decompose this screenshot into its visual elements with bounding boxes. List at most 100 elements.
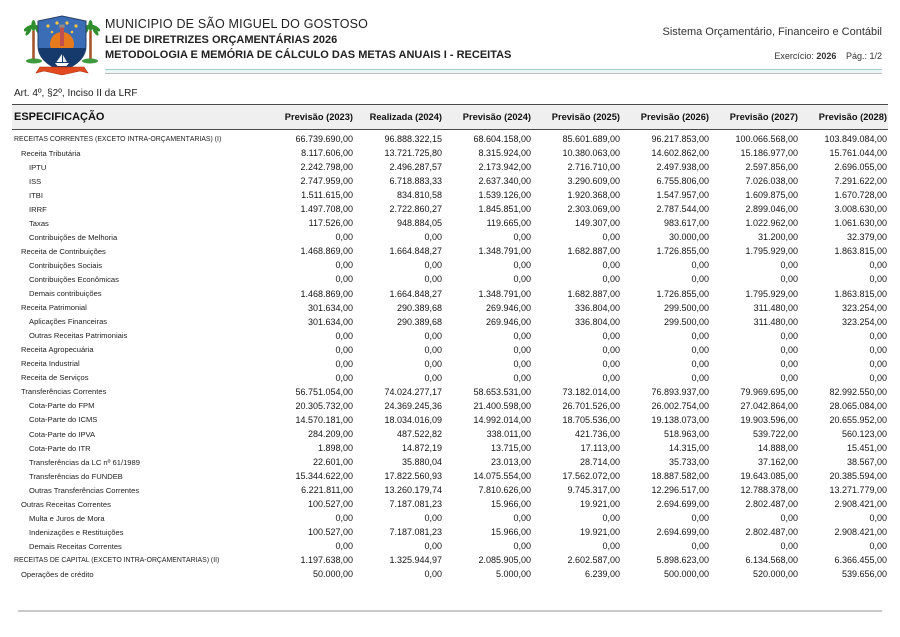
cell-value: 0,00: [602, 274, 620, 285]
cell-value: 15.966,00: [490, 499, 531, 510]
cell-value: 13.271.779,00: [829, 485, 887, 496]
cell-value: 1.845.851,00: [478, 204, 531, 215]
cell-value: 2.696.055,00: [834, 162, 887, 173]
cell-value: 0,00: [424, 541, 442, 552]
cell-value: 0,00: [691, 541, 709, 552]
cell-value: 15.761.044,00: [829, 148, 887, 159]
cell-value: 96.888.322,15: [384, 134, 442, 145]
cell-value: 14.872,19: [401, 443, 442, 454]
cell-value: 0,00: [335, 260, 353, 271]
article-reference: Art. 4º, §2º, Inciso II da LRF: [14, 88, 138, 99]
cell-value: 284.209,00: [307, 429, 353, 439]
cell-value: 14.570.181,00: [295, 414, 353, 425]
cell-value: 19.138.073,00: [651, 414, 709, 425]
table-row: IRRF 1.497.708,00 2.722.860,27 1.845.851,00…: [12, 202, 888, 216]
cell-value: 0,00: [691, 344, 709, 355]
cell-value: 2.694.699,00: [656, 527, 709, 538]
cell-value: 7.810.626,00: [478, 485, 531, 496]
cell-value: 290.389,68: [396, 302, 442, 313]
cell-value: 96.217.853,00: [651, 134, 709, 145]
cell-value: 35.733,00: [668, 457, 709, 468]
cell-value: 0,00: [869, 260, 887, 271]
cell-value: 500.000,00: [663, 569, 709, 580]
cell-value: 0,00: [780, 260, 798, 271]
table-row: Demais contribuições 1.468.869,00 1.664.84…: [12, 287, 888, 301]
cell-value: 2.716.710,00: [567, 162, 620, 173]
cell-value: 10.380.063,00: [562, 148, 620, 159]
cell-value: 539.722,00: [752, 429, 798, 439]
exercise-label: Exercício:: [774, 51, 814, 61]
exercise-value: 2026: [816, 51, 837, 61]
table-row: Cota-Parte do IPVA 284.209,00 487.522,82 33…: [12, 427, 888, 441]
cell-value: 3.008.630,00: [834, 204, 887, 215]
cell-value: 0,00: [780, 372, 798, 383]
table-row: Contribuições Sociais 0,00 0,00 0,00 0,00 0,0…: [12, 258, 888, 272]
cell-value: 117.526,00: [308, 218, 353, 229]
footer-divider: [18, 610, 882, 612]
cell-value: 8.117.606,00: [301, 148, 353, 159]
table-body: RECEITAS CORRENTES (EXCETO INTRA-ORÇAMEN…: [12, 130, 888, 582]
cell-value: 0,00: [335, 344, 353, 355]
cell-value: 0,00: [513, 372, 531, 383]
cell-value: 14.888,00: [757, 443, 798, 454]
row-label: ISS: [29, 176, 42, 186]
cell-value: 338.011,00: [486, 429, 531, 439]
cell-value: 2.802.487,00: [745, 499, 798, 510]
table-row: Demais Receitas Correntes 0,00 0,00 0,00 0,0…: [12, 539, 888, 553]
table-row: Operações de crédito 50.000,00 0,00 5.000,0…: [12, 567, 888, 581]
cell-value: 14.602.862,00: [651, 148, 709, 159]
row-label: Receita de Serviços: [21, 373, 89, 383]
row-label: Multa e Juros de Mora: [29, 513, 105, 523]
cell-value: 0,00: [691, 330, 709, 341]
cell-value: 560.123,00: [841, 429, 887, 439]
cell-value: 1.468.869,00: [300, 288, 353, 299]
cell-value: 15.186.977,00: [740, 148, 798, 159]
row-label: Transferências Correntes: [21, 387, 107, 397]
table-row: Taxas 117.526,00 948.884,05 119.665,00 149.3…: [12, 216, 888, 230]
cell-value: 2.637.340,00: [478, 176, 531, 187]
cell-value: 0,00: [780, 541, 798, 552]
cell-value: 0,00: [424, 232, 442, 243]
cell-value: 0,00: [602, 358, 620, 369]
cell-value: 0,00: [513, 513, 531, 524]
cell-value: 1.197.638,00: [300, 555, 353, 566]
row-label: Outras Transferências Correntes: [29, 485, 140, 495]
table-row: IPTU 2.242.798,00 2.496.287,57 2.173.942,00…: [12, 160, 888, 174]
cell-value: 1.670.728,00: [834, 190, 887, 201]
cell-value: 2.899.046,00: [745, 204, 798, 215]
row-label: Receita de Contribuições: [21, 246, 106, 256]
cell-value: 1.863.815,00: [834, 246, 887, 257]
table-row: RECEITAS DE CAPITAL (EXCETO INTRA-ORÇAME…: [12, 553, 888, 567]
table-row: Transferências do FUNDEB 15.344.622,00 17.…: [12, 469, 888, 483]
row-label: Cota-Parte do ICMS: [29, 415, 98, 425]
cell-value: 66.739.690,00: [295, 134, 353, 145]
cell-value: 27.042.864,00: [740, 400, 798, 411]
table-row: Receita Patrimonial 301.634,00 290.389,68 2…: [12, 301, 888, 315]
table-row: Receita Tributária 8.117.606,00 13.721.725…: [12, 146, 888, 160]
cell-value: 1.061.630,00: [834, 218, 887, 229]
cell-value: 22.601,00: [312, 457, 353, 468]
cell-value: 6.718.883,33: [389, 176, 442, 187]
cell-value: 0,00: [780, 344, 798, 355]
cell-value: 0,00: [513, 274, 531, 285]
cell-value: 19.921,00: [579, 527, 620, 538]
cell-value: 14.315,00: [668, 443, 709, 454]
cell-value: 1.325.944,97: [389, 555, 442, 566]
cell-value: 74.024.277,17: [384, 386, 442, 397]
cell-value: 17.113,00: [580, 443, 620, 454]
cell-value: 32.379,00: [846, 232, 887, 243]
column-header: Previsão (2026): [640, 112, 709, 122]
row-label: Cota-Parte do IPVA: [29, 429, 96, 439]
cell-value: 0,00: [691, 358, 709, 369]
cell-value: 18.705.536,00: [562, 414, 620, 425]
cell-value: 0,00: [513, 232, 531, 243]
cell-value: 1.726.855,00: [656, 246, 709, 257]
exercise-page-line: Exercício: 2026 Pág.: 1/2: [774, 51, 882, 61]
cell-value: 0,00: [424, 274, 442, 285]
cell-value: 0,00: [513, 358, 531, 369]
cell-value: 18.887.582,00: [651, 471, 709, 482]
cell-value: 301.634,00: [307, 316, 353, 327]
cell-value: 0,00: [424, 358, 442, 369]
cell-value: 14.075.554,00: [473, 471, 531, 482]
cell-value: 23.013,00: [490, 457, 531, 468]
